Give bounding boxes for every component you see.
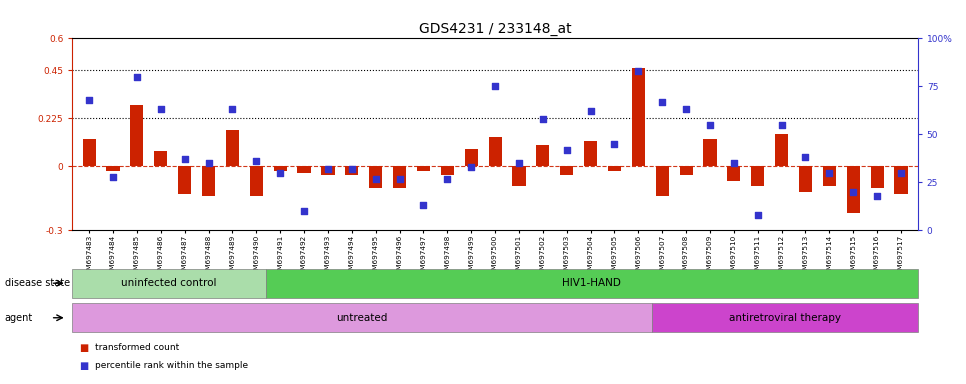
Bar (895, 166, 907, 194)
Bar (489, 137, 501, 166)
Point (487, 83, 502, 89)
Bar (417, 166, 430, 170)
Bar (298, 166, 311, 173)
Bar (266, 269, 918, 298)
Bar (440, 166, 454, 175)
Bar (465, 149, 478, 166)
Point (272, 170, 288, 176)
Bar (155, 151, 167, 166)
Text: HIV1-HAND: HIV1-HAND (562, 278, 621, 288)
Point (344, 166, 359, 172)
Bar (560, 166, 573, 175)
Bar (345, 166, 358, 175)
Text: percentile rank within the sample: percentile rank within the sample (95, 361, 248, 371)
Point (153, 106, 168, 113)
Bar (72, 269, 266, 298)
Point (177, 156, 192, 162)
Point (845, 189, 861, 195)
Bar (656, 166, 668, 196)
Bar (512, 166, 526, 185)
Bar (775, 134, 788, 166)
Bar (273, 166, 287, 170)
Bar (369, 166, 383, 188)
Point (822, 170, 838, 176)
Bar (322, 166, 334, 175)
Point (535, 116, 551, 122)
Text: untreated: untreated (336, 313, 388, 323)
Bar (727, 166, 740, 181)
Point (655, 99, 670, 105)
Point (464, 164, 479, 170)
Point (678, 106, 694, 113)
Point (81, 97, 97, 103)
Text: antiretroviral therapy: antiretroviral therapy (729, 313, 840, 323)
Point (702, 122, 718, 128)
Point (201, 160, 216, 166)
Point (607, 141, 622, 147)
Bar (83, 139, 96, 166)
Text: ■: ■ (79, 343, 89, 353)
Point (105, 174, 121, 180)
Point (511, 160, 526, 166)
Bar (584, 141, 597, 166)
Point (368, 175, 384, 182)
Point (415, 202, 431, 209)
Text: transformed count: transformed count (95, 343, 179, 352)
Bar (250, 166, 263, 196)
Bar (226, 130, 239, 166)
Bar (536, 145, 550, 166)
Bar (652, 303, 918, 332)
Bar (823, 166, 836, 185)
Bar (703, 139, 717, 166)
Text: disease state: disease state (5, 278, 70, 288)
Bar (799, 166, 812, 192)
Bar (632, 68, 645, 166)
Point (248, 158, 264, 164)
Point (225, 106, 241, 113)
Point (582, 108, 598, 114)
Bar (846, 166, 860, 214)
Bar (679, 166, 693, 175)
Point (774, 122, 789, 128)
Point (320, 166, 335, 172)
Text: ■: ■ (79, 361, 89, 371)
Point (631, 68, 646, 74)
Point (869, 193, 885, 199)
Text: agent: agent (5, 313, 33, 323)
Bar (202, 166, 215, 196)
Bar (752, 166, 764, 185)
Point (129, 74, 145, 80)
Bar (72, 303, 652, 332)
Bar (393, 166, 406, 188)
Point (726, 160, 742, 166)
Point (297, 208, 312, 214)
Point (392, 175, 408, 182)
Bar (608, 166, 621, 170)
Bar (106, 166, 120, 170)
Bar (178, 166, 191, 194)
Point (750, 212, 765, 218)
Text: uninfected control: uninfected control (122, 278, 216, 288)
Point (440, 175, 455, 182)
Bar (130, 104, 144, 166)
Title: GDS4231 / 233148_at: GDS4231 / 233148_at (419, 22, 571, 36)
Point (894, 170, 909, 176)
Point (798, 154, 813, 161)
Bar (870, 166, 884, 188)
Point (559, 147, 575, 153)
